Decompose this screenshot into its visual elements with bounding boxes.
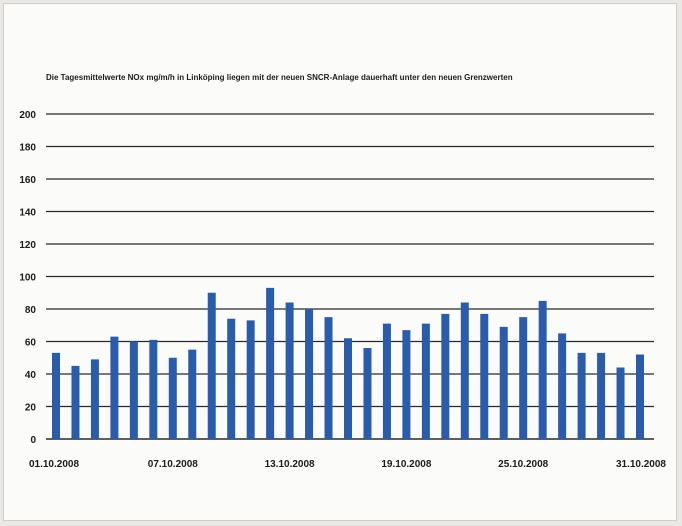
bar-08.10.2008 [188,349,197,439]
bar-27.10.2008 [558,333,567,439]
y-tick-label: 0 [30,435,36,446]
bar-21.10.2008 [441,313,450,439]
x-tick-label: 19.10.2008 [381,459,431,470]
bar-04.10.2008 [110,336,119,439]
x-tick-label: 25.10.2008 [498,459,548,470]
y-tick-label: 160 [19,175,36,186]
bar-10.10.2008 [227,318,236,439]
x-tick-label: 07.10.2008 [148,459,198,470]
bar-17.10.2008 [363,348,372,439]
bar-31.10.2008 [636,354,644,439]
bar-28.10.2008 [577,352,586,439]
bar-01.10.2008 [52,352,60,439]
x-tick-label: 13.10.2008 [265,459,315,470]
x-tick-label: 01.10.2008 [29,459,79,470]
bars [52,287,644,439]
y-tick-label: 200 [19,110,36,121]
y-axis-ticks: 0 20 40 60 80 100 120 140 160 180 200 [19,110,36,446]
bar-13.10.2008 [285,302,294,439]
bar-09.10.2008 [207,292,216,439]
bar-15.10.2008 [324,317,333,439]
bar-25.10.2008 [519,317,528,439]
y-tick-label: 140 [19,208,36,219]
chart-title: Die Tagesmittelwerte NOx mg/m/h in Linkö… [46,73,513,82]
bar-18.10.2008 [382,323,391,439]
bar-22.10.2008 [460,302,469,439]
y-tick-label: 40 [25,370,37,381]
y-tick-label: 100 [19,273,36,284]
bar-12.10.2008 [266,287,275,439]
bar-14.10.2008 [305,309,314,439]
bar-16.10.2008 [344,338,352,439]
bar-11.10.2008 [246,320,255,439]
x-axis-ticks: 01.10.2008 07.10.2008 13.10.2008 19.10.2008… [29,459,666,470]
x-tick-label: 31.10.2008 [616,459,666,470]
bar-02.10.2008 [71,365,80,439]
bar-19.10.2008 [402,330,411,439]
bar-06.10.2008 [149,339,158,439]
bar-24.10.2008 [499,326,508,439]
bar-07.10.2008 [168,357,177,439]
bar-23.10.2008 [480,313,489,439]
y-tick-label: 180 [19,143,36,154]
y-tick-label: 80 [25,305,37,316]
y-tick-label: 120 [19,240,36,251]
y-tick-label: 60 [25,338,37,349]
bar-03.10.2008 [90,359,99,439]
y-tick-label: 20 [25,403,37,414]
bar-29.10.2008 [597,352,606,439]
bar-26.10.2008 [538,300,547,439]
bar-30.10.2008 [616,367,625,439]
bar-05.10.2008 [129,341,138,439]
bar-20.10.2008 [421,323,430,439]
